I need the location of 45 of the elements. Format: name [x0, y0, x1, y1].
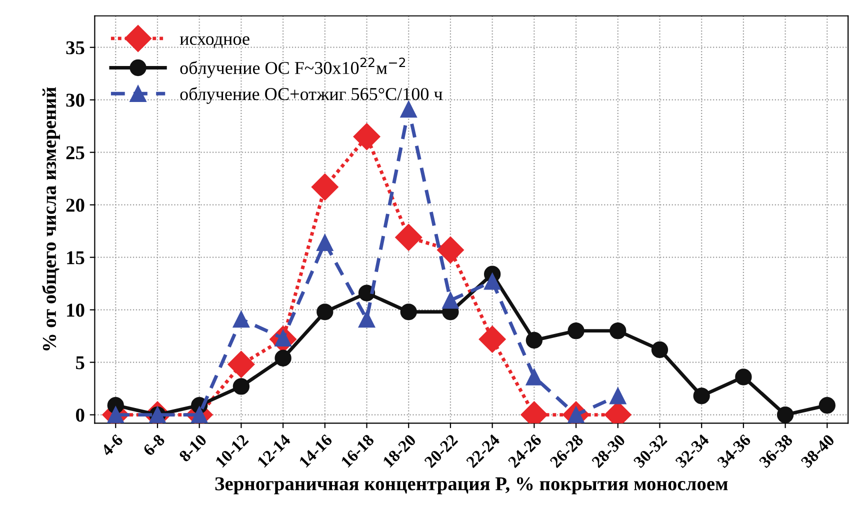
point [232, 310, 250, 328]
point [526, 368, 543, 386]
point [610, 322, 626, 340]
x-axis-title: Зернограничная концентрация P, % покрытия монослоем [215, 477, 728, 494]
point [311, 174, 338, 200]
x-tick-label: 6-8 [142, 434, 166, 457]
point [353, 123, 380, 150]
point [400, 304, 417, 320]
point [735, 368, 752, 386]
point [232, 378, 250, 395]
legend-label: облучение ОС+отжиг 565°C/100 ч [180, 87, 442, 104]
legend-label: облучение ОС F~30x10$^{22}$м$^{−2}$ [180, 58, 406, 78]
y-tick-label: 35 [66, 41, 84, 54]
point [610, 388, 626, 404]
point [442, 292, 459, 309]
point [400, 100, 417, 118]
point [651, 341, 668, 358]
y-tick-label: 0 [76, 408, 84, 422]
y-tick-label: 30 [66, 94, 84, 107]
point [191, 406, 208, 424]
point [358, 310, 376, 328]
point [693, 388, 710, 404]
point [568, 322, 584, 340]
y-tick-label: 5 [76, 356, 84, 370]
point [107, 406, 124, 424]
legend-label: исходное [180, 36, 250, 48]
y-tick-label: 25 [66, 146, 84, 160]
x-tick-label: 8-10 [178, 434, 208, 462]
x-tick-label: 4-6 [100, 434, 124, 457]
point [316, 234, 334, 251]
point [274, 350, 292, 366]
point [526, 332, 543, 349]
point [358, 284, 376, 302]
point [776, 406, 794, 424]
y-tick-label: 10 [67, 304, 84, 317]
point [316, 304, 334, 320]
point [818, 397, 836, 414]
point [395, 224, 422, 251]
point [484, 273, 501, 290]
point [478, 326, 506, 353]
point [437, 236, 464, 264]
point [228, 350, 255, 378]
y-tick-label: 15 [67, 251, 84, 264]
y-tick-label: 20 [66, 198, 84, 212]
y-axis-title: % от общего числа измерений [42, 87, 60, 350]
